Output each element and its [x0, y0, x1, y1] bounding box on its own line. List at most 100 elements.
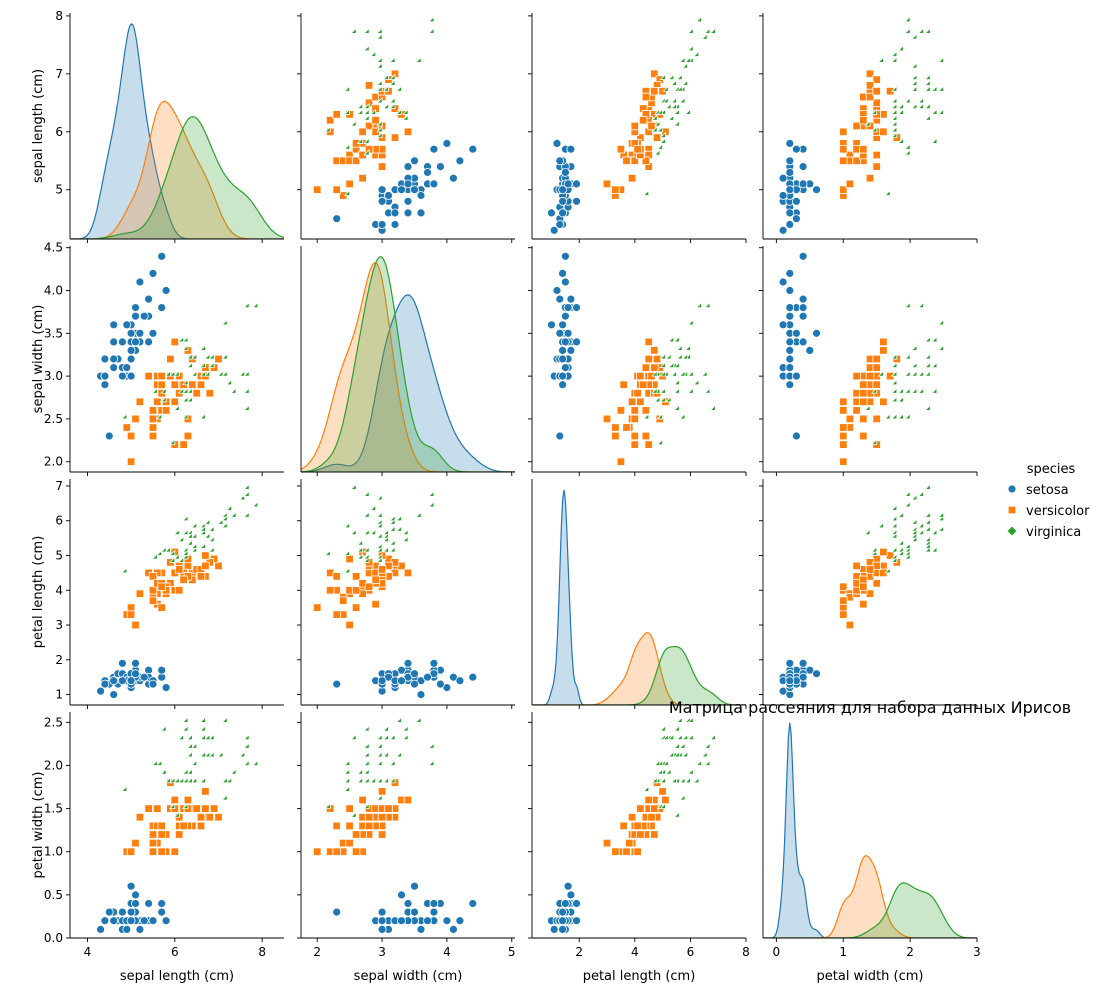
- point-versicolor: [872, 162, 881, 171]
- point-versicolor: [148, 406, 158, 415]
- point-virginica: [687, 768, 694, 775]
- point-virginica: [665, 768, 672, 775]
- point-versicolor: [403, 127, 413, 136]
- point-versicolor: [652, 354, 662, 364]
- point-versicolor: [633, 144, 642, 154]
- point-versicolor: [157, 380, 166, 389]
- point-versicolor: [345, 821, 354, 831]
- point-virginica: [186, 733, 193, 741]
- point-versicolor: [148, 830, 158, 839]
- point-virginica: [186, 353, 193, 360]
- kde-fill-virginica: [763, 882, 977, 938]
- point-setosa: [403, 162, 413, 172]
- point-setosa: [109, 690, 119, 699]
- point-virginica: [917, 301, 924, 309]
- point-setosa: [812, 185, 821, 195]
- point-versicolor: [364, 813, 374, 822]
- point-versicolor: [153, 804, 162, 813]
- point-setosa: [96, 686, 105, 696]
- point-virginica: [382, 85, 389, 92]
- point-virginica: [343, 549, 351, 556]
- point-setosa: [558, 320, 567, 330]
- point-virginica: [904, 353, 911, 360]
- point-versicolor: [148, 596, 158, 605]
- point-versicolor: [641, 363, 651, 372]
- point-virginica: [221, 318, 228, 326]
- point-virginica: [659, 370, 666, 377]
- panel-3-0: 4 6 8 0.0 0.5 1.0 1.5 2.0 2.5: [44, 712, 284, 959]
- point-setosa: [798, 162, 808, 172]
- x-axis-label: sepal width (cm): [354, 969, 463, 984]
- point-setosa: [118, 676, 127, 686]
- point-virginica: [343, 189, 351, 196]
- point-virginica: [356, 553, 364, 560]
- point-versicolor: [647, 813, 656, 822]
- point-virginica: [676, 733, 683, 741]
- point-virginica: [177, 535, 185, 543]
- point-versicolor: [201, 787, 210, 796]
- point-setosa: [403, 196, 413, 206]
- x-axis-label: sepal length (cm): [120, 969, 234, 984]
- legend-marker-virginica: [1006, 525, 1018, 537]
- point-setosa: [558, 916, 567, 926]
- point-versicolor: [338, 596, 348, 605]
- panel-1-0-plot: [96, 251, 259, 466]
- kde-line-setosa: [70, 22, 284, 239]
- point-virginica: [151, 387, 158, 394]
- point-virginica: [203, 532, 211, 539]
- point-virginica: [427, 500, 435, 508]
- point-versicolor: [332, 185, 341, 194]
- point-setosa: [377, 916, 387, 926]
- y-tick-label: 8: [55, 9, 63, 23]
- point-versicolor: [602, 414, 612, 424]
- x-tick-label: 4: [443, 945, 451, 959]
- point-versicolor: [332, 847, 341, 856]
- point-virginica: [659, 137, 666, 144]
- point-virginica: [701, 750, 708, 758]
- point-virginica: [160, 395, 167, 403]
- point-setosa: [131, 311, 140, 321]
- point-virginica: [363, 44, 370, 52]
- point-virginica: [168, 556, 176, 563]
- point-virginica: [924, 535, 931, 543]
- point-versicolor: [865, 81, 875, 90]
- point-virginica: [363, 102, 370, 110]
- y-tick-label: 5: [55, 548, 63, 562]
- point-virginica: [870, 108, 878, 115]
- point-setosa: [798, 179, 808, 189]
- point-versicolor: [371, 575, 380, 584]
- point-versicolor: [157, 582, 166, 591]
- point-setosa: [785, 268, 795, 278]
- point-setosa: [429, 144, 439, 154]
- point-virginica: [402, 733, 409, 741]
- point-virginica: [363, 137, 370, 144]
- point-setosa: [157, 907, 167, 917]
- point-versicolor: [196, 813, 206, 822]
- point-virginica: [667, 361, 675, 369]
- x-tick-label: 3: [378, 945, 386, 959]
- point-setosa: [100, 354, 110, 364]
- point-virginica: [251, 500, 259, 508]
- point-setosa: [798, 672, 808, 682]
- point-setosa: [558, 268, 567, 278]
- point-virginica: [681, 79, 689, 86]
- point-virginica: [181, 725, 189, 732]
- point-versicolor: [650, 804, 659, 813]
- point-versicolor: [332, 821, 341, 831]
- x-tick-label: 4: [631, 945, 639, 959]
- point-virginica: [651, 125, 658, 133]
- point-virginica: [190, 521, 198, 529]
- point-versicolor: [126, 610, 136, 619]
- point-virginica: [897, 395, 904, 403]
- legend-item-versicolor: versicolor: [1007, 504, 1090, 519]
- point-versicolor: [865, 173, 875, 183]
- point-virginica: [173, 404, 180, 411]
- kde-line-versicolor: [301, 262, 515, 472]
- point-virginica: [897, 44, 904, 52]
- point-versicolor: [325, 586, 335, 595]
- point-virginica: [190, 542, 198, 549]
- legend-label: versicolor: [1026, 504, 1090, 519]
- point-versicolor: [188, 380, 197, 389]
- pairplot-panels: 5 6 7 8 2.0 2.5 3.0 3.5 4.0 4.5 1 2 3 4 5 6 7 4 6 8 0.0 0.5 1.…: [44, 9, 981, 959]
- point-versicolor: [872, 380, 881, 389]
